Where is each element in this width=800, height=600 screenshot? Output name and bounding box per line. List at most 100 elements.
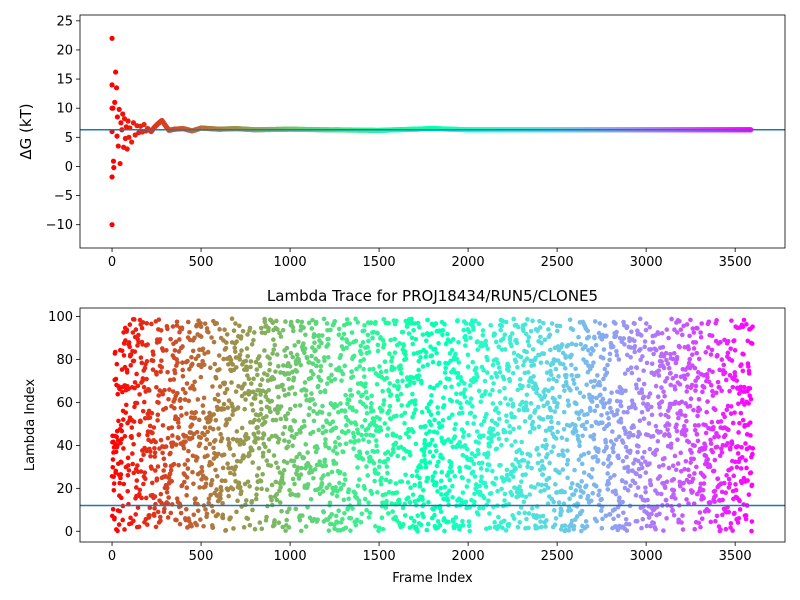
lambda-point xyxy=(475,448,481,453)
lambda-point xyxy=(675,437,680,442)
lambda-point xyxy=(626,468,631,473)
lambda-point xyxy=(158,328,164,333)
lambda-point xyxy=(722,370,728,375)
lambda-point xyxy=(693,388,698,393)
lambda-point xyxy=(381,342,387,347)
lambda-point xyxy=(216,451,221,457)
lambda-point xyxy=(180,360,185,365)
lambda-point xyxy=(526,511,532,516)
lambda-point xyxy=(613,523,618,529)
lambda-point xyxy=(412,321,417,326)
lambda-point xyxy=(160,450,165,456)
lambda-point xyxy=(144,522,150,527)
lambda-point xyxy=(555,401,560,406)
lambda-point xyxy=(746,364,751,369)
lambda-point xyxy=(119,495,124,501)
lambda-point xyxy=(741,317,747,323)
lambda-point xyxy=(623,388,628,394)
lambda-point xyxy=(482,378,488,384)
lambda-point xyxy=(313,319,319,325)
lambda-point xyxy=(677,344,682,350)
lambda-point xyxy=(583,343,588,349)
lambda-point xyxy=(376,525,382,531)
lambda-point xyxy=(700,487,706,493)
lambda-point xyxy=(205,453,210,458)
lambda-point xyxy=(123,410,129,415)
lambda-point xyxy=(353,338,359,344)
lambda-point xyxy=(533,355,538,361)
dg-y-tick-label: 10 xyxy=(56,102,73,117)
lambda-point xyxy=(402,420,407,426)
lambda-point xyxy=(679,520,684,525)
lambda-point xyxy=(380,388,385,394)
lambda-point xyxy=(521,499,527,505)
lambda-point xyxy=(134,371,139,377)
lambda-point xyxy=(586,334,592,340)
lambda-point xyxy=(677,318,682,324)
lambda-point xyxy=(218,496,223,501)
lambda-point xyxy=(377,416,382,422)
lambda-point xyxy=(324,321,330,326)
lambda-point xyxy=(604,333,609,339)
lambda-point xyxy=(568,388,573,393)
lambda-point xyxy=(492,520,497,525)
lambda-point xyxy=(225,436,231,442)
lambda-point xyxy=(362,418,368,423)
lambda-point xyxy=(453,351,458,357)
lambda-point xyxy=(321,509,327,515)
lambda-point xyxy=(201,410,206,415)
lambda-point xyxy=(722,337,727,343)
lambda-point xyxy=(327,500,333,506)
lambda-point xyxy=(387,381,393,386)
lambda-point xyxy=(570,327,576,333)
lambda-point xyxy=(413,336,419,342)
lambda-point xyxy=(313,449,319,455)
lambda-point xyxy=(524,349,529,355)
lambda-point xyxy=(198,435,204,441)
lambda-point xyxy=(730,384,736,390)
lambda-point xyxy=(739,480,745,486)
lambda-point xyxy=(628,345,634,350)
lambda-point xyxy=(148,453,153,459)
lambda-point xyxy=(528,414,533,419)
lambda-point xyxy=(458,405,464,411)
lambda-point xyxy=(591,432,597,438)
lambda-point xyxy=(422,453,427,458)
lambda-point xyxy=(484,467,490,473)
lambda-point xyxy=(503,396,508,401)
lambda-point xyxy=(428,412,434,418)
lambda-point xyxy=(185,457,191,463)
lambda-point xyxy=(691,346,697,351)
lambda-point xyxy=(116,418,121,424)
lambda-point xyxy=(434,430,440,435)
lambda-point xyxy=(254,486,260,491)
lambda-point xyxy=(222,327,227,333)
lambda-point xyxy=(598,508,604,514)
lambda-point xyxy=(496,436,502,442)
lambda-point xyxy=(234,365,239,370)
lambda-point xyxy=(112,515,117,521)
lambda-point xyxy=(132,380,138,385)
lambda-point xyxy=(563,366,568,371)
lambda-point xyxy=(748,433,753,438)
lambda-point xyxy=(363,404,369,409)
lambda-point xyxy=(517,447,522,453)
lambda-point xyxy=(614,348,619,354)
lambda-point xyxy=(352,438,358,444)
lambda-point xyxy=(671,488,677,493)
lambda-point xyxy=(233,464,239,470)
lambda-y-tick-label: 20 xyxy=(56,482,73,497)
lambda-point xyxy=(481,433,486,439)
lambda-point xyxy=(195,397,201,402)
lambda-point xyxy=(729,441,735,447)
lambda-point xyxy=(741,384,747,390)
lambda-point xyxy=(502,332,508,338)
lambda-point xyxy=(152,506,157,511)
lambda-point xyxy=(460,434,466,440)
lambda-point xyxy=(300,513,305,518)
lambda-point xyxy=(589,363,595,369)
lambda-point xyxy=(560,467,566,472)
lambda-point xyxy=(448,460,454,466)
lambda-point xyxy=(459,410,465,416)
lambda-point xyxy=(454,523,460,529)
